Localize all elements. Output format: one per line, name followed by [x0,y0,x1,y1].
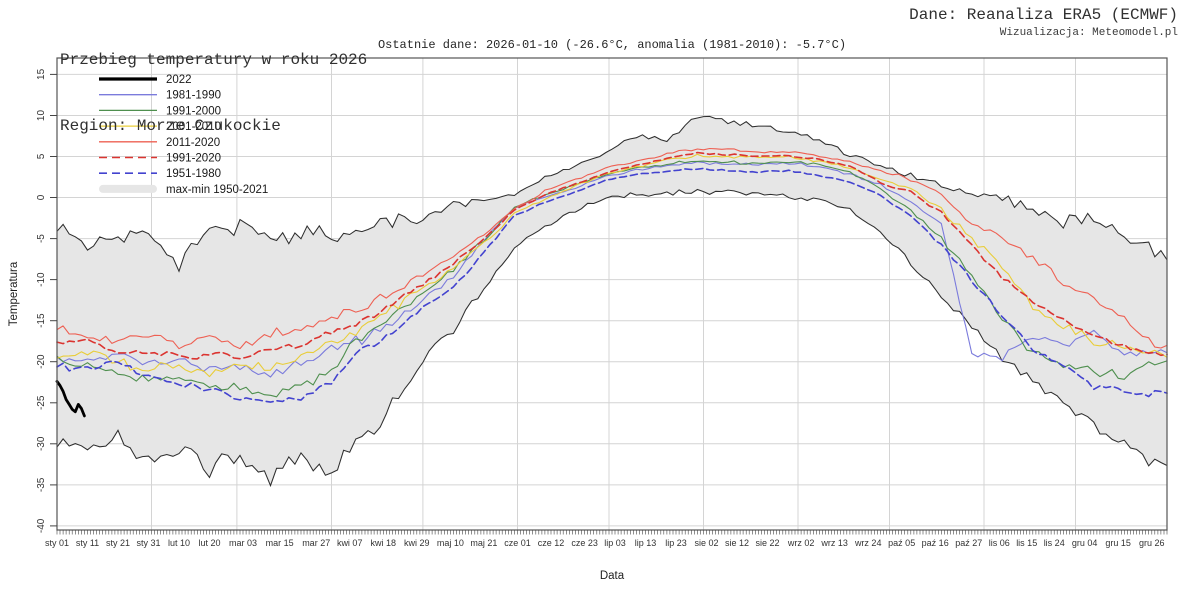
y-tick-label: 15 [36,68,47,80]
legend-label: 2001-2010 [166,121,221,133]
band-lower-edge [56,188,1168,488]
series-2011-2020 [56,147,1168,350]
x-tick-label: sty 01 [45,538,69,548]
legend-band-swatch [99,184,157,193]
x-tick-label: maj 10 [437,538,464,548]
x-tick-label: wrz 24 [854,538,882,548]
legend-label: 1951-1980 [166,168,221,180]
y-tick-label: -25 [36,395,47,410]
x-axis: sty 01 sty 11 sty 21 sty 31 lut 10 lut 20 mar … [45,530,1168,548]
x-tick-label: kwi 29 [404,538,430,548]
legend-item: 2022 [99,74,192,86]
legend-label: max-min 1950-2021 [166,184,268,196]
x-tick-label: kwi 18 [371,538,397,548]
attribution: Wizualizacja: Meteomodel.pl [999,27,1178,39]
page-subtitle-region: Region: Morze Czukockie [60,117,281,135]
y-axis: 15 10 5 0 -5 -10 -15 -20 -25 -30 -35 -40 [36,68,57,533]
y-tick-label: -15 [36,313,47,328]
legend: 2022 1981-1990 1991-2000 2001-2010 2011-2020… [99,74,268,196]
x-tick-label: lut 10 [168,538,190,548]
x-tick-label: mar 15 [266,538,294,548]
x-tick-label: sie 02 [694,538,718,548]
x-tick-label: maj 21 [470,538,497,548]
y-tick-label: -35 [36,477,47,492]
band-upper-edge [56,115,1168,273]
x-tick-label: cze 23 [571,538,598,548]
legend-item: 2011-2020 [99,137,220,149]
x-tick-label: kwi 07 [337,538,363,548]
data-source-block: Dane: Reanaliza ERA5 (ECMWF) Wizualizacj… [909,5,1178,41]
page-title: Przebieg temperatury w roku 2026 [60,51,368,69]
legend-item: 1991-2020 [99,153,221,165]
x-tick-label: cze 01 [504,538,531,548]
legend-item: max-min 1950-2021 [99,184,268,196]
x-tick-label: sie 12 [725,538,749,548]
y-tick-label: -5 [36,234,47,243]
legend-item: 1951-1980 [99,168,221,180]
y-axis-title: Temperatura [8,261,20,327]
x-tick-label: gru 15 [1105,538,1131,548]
gridlines [57,58,1167,530]
x-tick-label: gru 26 [1139,538,1165,548]
x-tick-label: gru 04 [1072,538,1098,548]
x-tick-label: wrz 13 [820,538,848,548]
series-2022 [55,380,86,418]
x-tick-label: sty 21 [106,538,130,548]
legend-label: 2011-2020 [166,137,220,149]
y-tick-label: -40 [36,518,47,533]
x-tick-label: paź 05 [888,538,915,548]
x-tick-label: mar 03 [229,538,257,548]
series-2001-2010 [56,153,1168,378]
x-tick-label: lip 13 [635,538,657,548]
y-tick-label: -20 [36,354,47,369]
series-1951-1980 [56,167,1168,403]
x-tick-label: lip 03 [604,538,626,548]
x-tick-label: sty 11 [76,538,99,548]
x-tick-label: paź 16 [922,538,949,548]
series-1991-2000 [56,160,1168,398]
x-tick-label: wrz 02 [787,538,815,548]
legend-label: 1981-1990 [166,90,221,102]
x-tick-label: sty 31 [136,538,160,548]
x-tick-label: sie 22 [755,538,779,548]
x-tick-label: paź 27 [955,538,982,548]
y-tick-label: -10 [36,272,47,287]
legend-item: 1991-2000 [99,105,221,117]
y-tick-label: 0 [36,194,47,200]
x-tick-label: lis 24 [1044,538,1065,548]
y-tick-label: 10 [36,110,47,122]
x-tick-label: cze 12 [538,538,565,548]
band-maxmin [57,116,1167,486]
legend-label: 1991-2020 [166,153,221,165]
chart-title-block: Przebieg temperatury w roku 2026 Region:… [60,5,367,181]
x-tick-label: lis 06 [989,538,1010,548]
series-1981-1990 [56,161,1168,378]
last-data-caption: Ostatnie dane: 2026-01-10 (-26.6°C, anom… [377,38,847,52]
legend-label: 2022 [166,74,192,86]
y-tick-label: -30 [36,436,47,451]
series-1991-2020 [56,151,1168,360]
y-tick-label: 5 [36,153,47,159]
data-source: Dane: Reanaliza ERA5 (ECMWF) [909,6,1178,24]
legend-item: 1981-1990 [99,90,221,102]
x-axis-title: Data [599,570,625,582]
x-tick-label: lip 23 [665,538,687,548]
x-tick-label: mar 27 [302,538,330,548]
x-tick-label: lut 20 [198,538,220,548]
legend-label: 1991-2000 [166,105,221,117]
legend-item: 2001-2010 [99,121,221,133]
x-tick-label: lis 15 [1016,538,1037,548]
